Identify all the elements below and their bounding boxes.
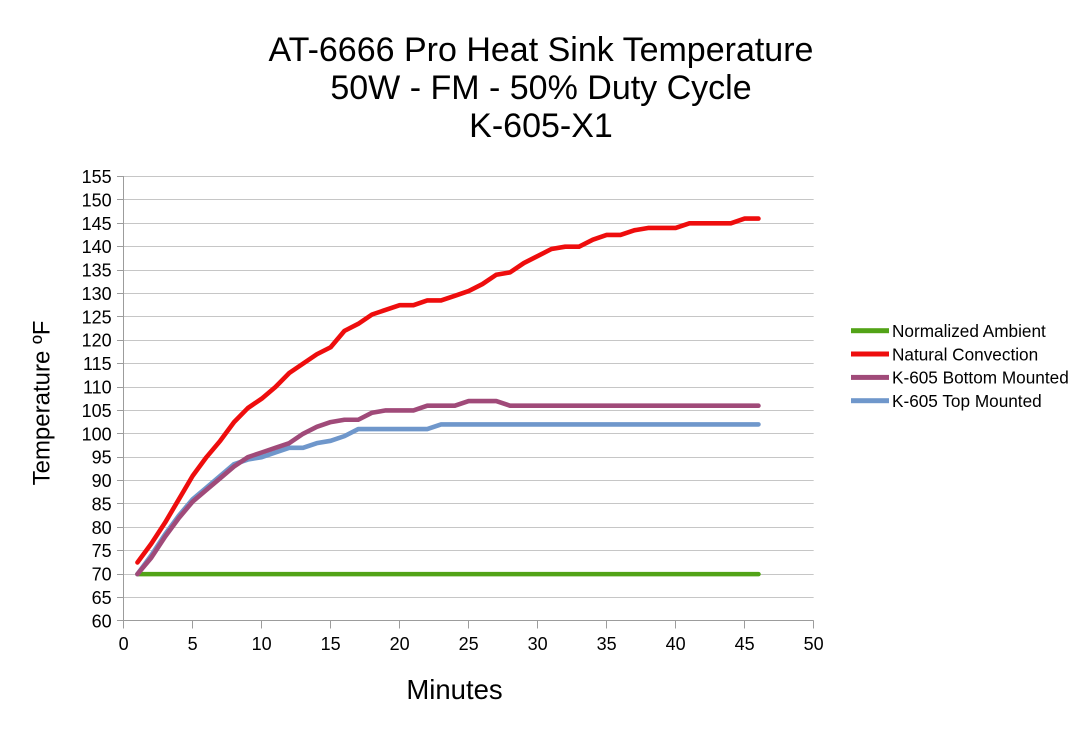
legend-swatch-2 [851, 351, 889, 357]
x-tick-label-35: 35 [597, 634, 617, 654]
chart-title-line-2: 50W - FM - 50% Duty Cycle [330, 69, 751, 107]
y-tick-label-100: 100 [82, 424, 112, 444]
y-axis-title: Temperature ºF [29, 321, 56, 486]
y-tick-label-140: 140 [82, 237, 112, 257]
y-tick-label-110: 110 [83, 378, 112, 398]
legend: Normalized Ambient Natural Convection K-60… [851, 321, 1069, 411]
gridlines [123, 176, 814, 598]
series-line-natural-convection [135, 216, 761, 565]
y-tick-label-75: 75 [92, 541, 112, 561]
y-tick-label-70: 70 [92, 565, 112, 585]
x-tick-label-15: 15 [321, 634, 341, 654]
series-line-k-605-top-mounted [135, 422, 761, 577]
chart-title-line-1: AT-6666 Pro Heat Sink Temperature [269, 31, 814, 69]
y-tick-label-125: 125 [82, 307, 112, 327]
x-tick-label-5: 5 [188, 634, 198, 654]
y-tick-label-60: 60 [92, 611, 112, 631]
legend-item-k-605-top-mounted: K-605 Top Mounted [851, 391, 1042, 411]
legend-label-1: Normalized Ambient [892, 321, 1046, 341]
y-tick-label-80: 80 [92, 518, 112, 538]
x-tick-label-30: 30 [528, 634, 548, 654]
y-tick-label-135: 135 [82, 261, 112, 281]
axes [117, 176, 814, 629]
y-tick-label-115: 115 [83, 354, 112, 374]
x-tick-label-20: 20 [390, 634, 410, 654]
y-tick-label-130: 130 [82, 284, 112, 304]
legend-label-3: K-605 Bottom Mounted [892, 368, 1069, 388]
series-line-k-605-bottom-mounted [135, 398, 761, 577]
legend-item-k-605-bottom-mounted: K-605 Bottom Mounted [851, 368, 1069, 388]
y-tick-label-150: 150 [82, 190, 112, 210]
legend-swatch-3 [851, 374, 889, 380]
legend-label-4: K-605 Top Mounted [892, 391, 1042, 411]
x-tick-label-45: 45 [735, 634, 755, 654]
axis-labels: AT-6666 Pro Heat Sink Temperature 50W - … [29, 31, 824, 705]
x-tick-label-50: 50 [804, 634, 824, 654]
x-tick-label-25: 25 [459, 634, 479, 654]
legend-swatch-1 [851, 328, 889, 334]
chart-title-line-3: K-605-X1 [469, 107, 613, 145]
y-tick-label-95: 95 [92, 448, 112, 468]
y-tick-label-120: 120 [82, 331, 112, 351]
legend-swatch-4 [851, 398, 889, 404]
y-tick-label-105: 105 [82, 401, 112, 421]
x-tick-label-0: 0 [119, 634, 129, 654]
y-tick-label-65: 65 [92, 588, 112, 608]
legend-item-normalized-ambient: Normalized Ambient [851, 321, 1046, 341]
x-axis-title: Minutes [406, 674, 502, 705]
legend-label-2: Natural Convection [892, 344, 1038, 364]
y-tick-label-90: 90 [92, 471, 112, 491]
y-tick-label-155: 155 [82, 167, 112, 187]
legend-item-natural-convection: Natural Convection [851, 344, 1038, 364]
series-lines [135, 216, 761, 577]
x-tick-label-10: 10 [252, 634, 272, 654]
x-tick-label-40: 40 [666, 634, 686, 654]
y-tick-label-145: 145 [82, 214, 112, 234]
y-tick-label-85: 85 [92, 494, 112, 514]
